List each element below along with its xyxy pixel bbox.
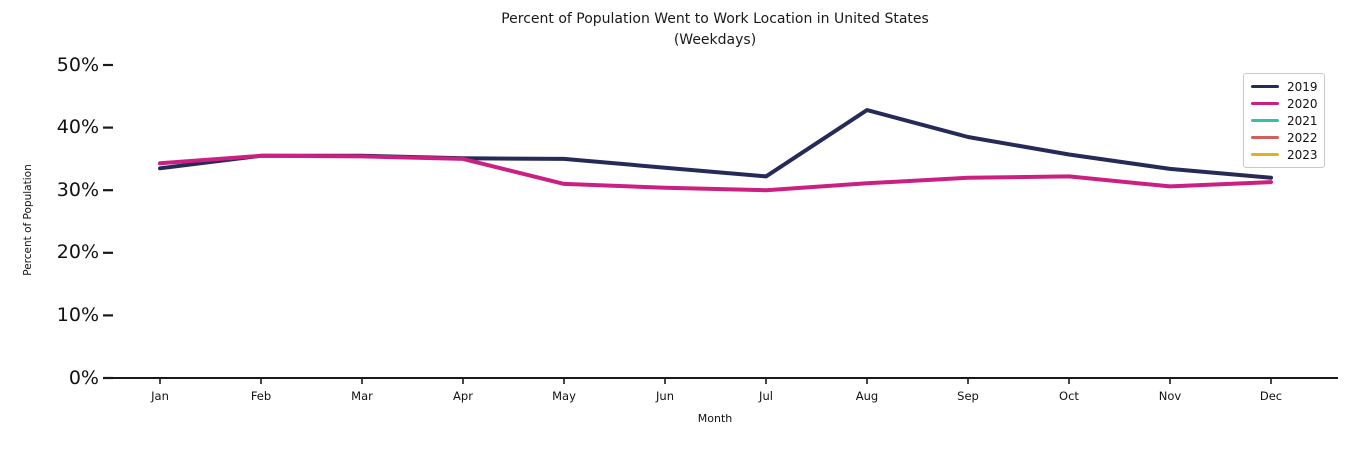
legend-swatch-2021 (1251, 118, 1279, 123)
legend-entry-2020: 2020 (1251, 96, 1318, 111)
y-tick-label-20: 20% (56, 241, 99, 264)
legend-entry-2023: 2023 (1251, 147, 1318, 162)
series-line-2020 (158, 153, 1273, 193)
series-line-2019 (158, 108, 1273, 180)
y-axis-title: Percent of Population (22, 164, 34, 276)
x-tick-label-sep: Sep (957, 389, 979, 403)
x-axis-title: Month (697, 412, 733, 425)
x-tick-label-nov: Nov (1158, 389, 1182, 403)
x-tick-label-oct: Oct (1059, 389, 1079, 403)
y-tick-label-10: 10% (56, 303, 99, 326)
x-tick-label-dec: Dec (1259, 389, 1283, 403)
x-tick-label-may: May (552, 389, 576, 403)
legend-label-2019: 2019 (1287, 79, 1318, 94)
x-tick-label-mar: Mar (351, 389, 373, 403)
chart-title: Percent of Population Went to Work Locat… (501, 11, 929, 27)
chart-title-block: Percent of Population Went to Work Locat… (80, 9, 1350, 51)
y-tick-label-0: 0% (68, 366, 99, 389)
x-tick-label-aug: Aug (855, 389, 879, 403)
legend-swatch-2020 (1251, 101, 1279, 106)
y-tick-label-30: 30% (56, 178, 99, 201)
legend-entry-2019: 2019 (1251, 79, 1318, 94)
legend-label-2022: 2022 (1287, 130, 1318, 145)
legend-entry-2021: 2021 (1251, 113, 1318, 128)
legend: 2019 2020 2021 2022 2023 (1243, 73, 1325, 168)
legend-label-2020: 2020 (1287, 96, 1318, 111)
x-tick-label-apr: Apr (453, 389, 473, 403)
x-tick-label-jul: Jul (759, 389, 773, 403)
y-tick-label-40: 40% (56, 116, 99, 139)
legend-entry-2022: 2022 (1251, 130, 1318, 145)
chart-subtitle: (Weekdays) (673, 32, 757, 48)
x-tick-label-jun: Jun (656, 389, 674, 403)
legend-swatch-2022 (1251, 135, 1279, 140)
legend-swatch-2023 (1251, 152, 1279, 157)
x-tick-label-feb: Feb (250, 389, 272, 403)
y-tick-label-50: 50% (56, 53, 99, 76)
legend-label-2023: 2023 (1287, 147, 1318, 162)
legend-label-2021: 2021 (1287, 113, 1318, 128)
x-tick-label-jan: Jan (151, 389, 169, 403)
legend-swatch-2019 (1251, 84, 1279, 89)
